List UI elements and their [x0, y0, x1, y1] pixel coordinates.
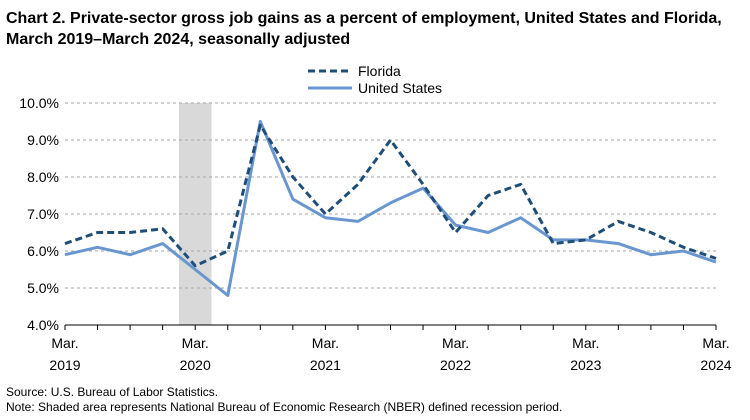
x-tick-label: Mar.	[442, 335, 469, 351]
series-line-florida	[64, 123, 717, 268]
x-tick-label: Mar.	[572, 335, 599, 351]
y-tick-label: 6.0%	[27, 243, 59, 259]
x-tick-label: 2021	[310, 357, 341, 373]
chart-title: Chart 2. Private-sector gross job gains …	[6, 10, 722, 48]
x-tick-label: Mar.	[702, 335, 729, 351]
x-tick-label: 2020	[180, 357, 211, 373]
recession-shading	[178, 103, 212, 325]
legend-label: United States	[358, 80, 442, 96]
x-tick-label: 2022	[440, 357, 471, 373]
y-tick-label: 9.0%	[27, 132, 59, 148]
x-tick-label: 2023	[570, 357, 601, 373]
y-tick-label: 10.0%	[19, 95, 59, 111]
legend-label: Florida	[358, 63, 401, 79]
y-tick-label: 5.0%	[27, 280, 59, 296]
y-tick-label: 8.0%	[27, 169, 59, 185]
series-line-united-states	[64, 120, 717, 297]
x-tick-label: Mar.	[182, 335, 209, 351]
y-tick-label: 4.0%	[27, 317, 59, 333]
source-note: Source: U.S. Bureau of Labor Statistics.	[6, 385, 219, 399]
x-tick-label: Mar.	[312, 335, 339, 351]
x-tick-label: 2024	[700, 357, 731, 373]
y-tick-label: 7.0%	[27, 206, 59, 222]
x-tick-label: Mar.	[51, 335, 78, 351]
recession-note: Note: Shaded area represents National Bu…	[6, 400, 563, 414]
x-tick-label: 2019	[49, 357, 80, 373]
